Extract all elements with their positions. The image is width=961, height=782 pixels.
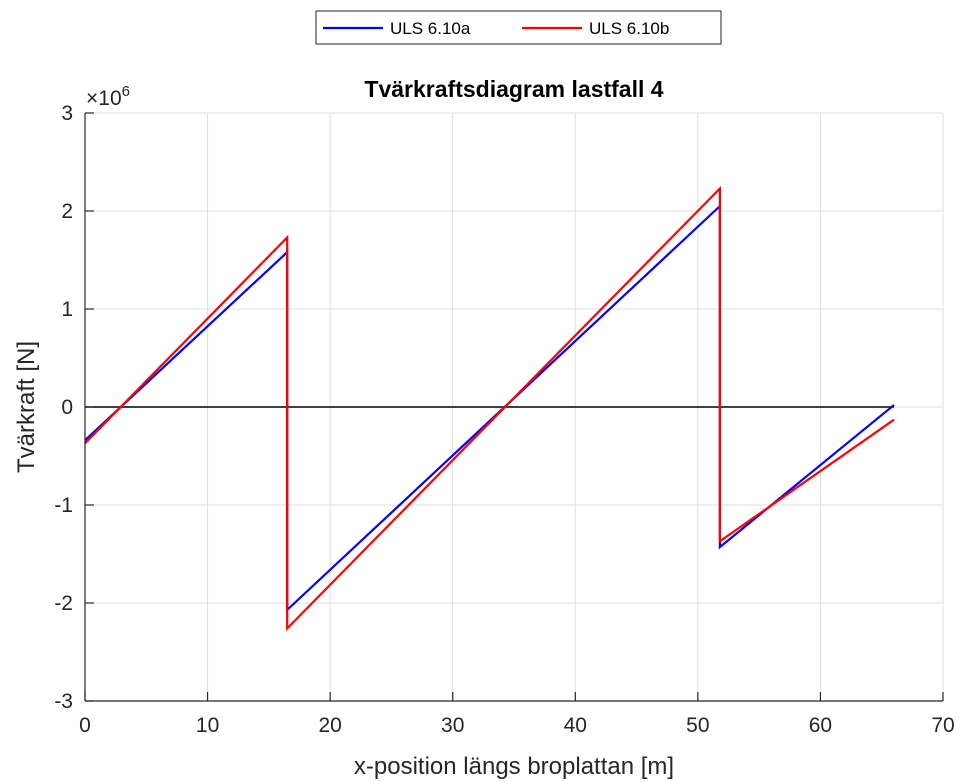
x-tick-label: 0	[79, 714, 91, 737]
y-axis-label: Tvärkraft [N]	[13, 341, 40, 473]
y-tick-label: 1	[61, 298, 73, 321]
legend-box	[315, 10, 722, 45]
y-tick-label: -2	[54, 592, 73, 615]
x-tick-label: 70	[931, 714, 954, 737]
chart-title: Tvärkraftsdiagram lastfall 4	[364, 76, 663, 102]
y-tick-label: 0	[61, 396, 73, 419]
y-tick-label: 2	[61, 200, 73, 223]
y-tick-labels: -3 -2 -1 0 1 2 3	[54, 102, 73, 713]
x-tick-label: 10	[196, 714, 219, 737]
y-tick-label: -3	[54, 690, 73, 713]
x-tick-label: 50	[686, 714, 709, 737]
legend-label-uls-6-10b: ULS 6.10b	[589, 19, 669, 38]
x-tick-label: 40	[564, 714, 587, 737]
x-tick-label: 60	[809, 714, 832, 737]
legend-label-uls-6-10a: ULS 6.10a	[390, 19, 471, 38]
x-tick-labels: 0 10 20 30 40 50 60 70	[79, 714, 955, 737]
x-tick-label: 20	[318, 714, 341, 737]
y-exponent-base: ×10	[86, 87, 122, 110]
y-exponent-label: ×106	[86, 83, 130, 110]
y-tick-label: -1	[54, 494, 73, 517]
y-tick-label: 3	[61, 102, 73, 125]
legend: ULS 6.10a ULS 6.10b	[315, 10, 722, 45]
series-line-uls-6-10b	[84, 185, 895, 632]
y-exponent-power: 6	[122, 83, 130, 100]
x-axis-label: x-position längs broplattan [m]	[354, 753, 674, 780]
axes	[84, 112, 944, 702]
x-tick-label: 30	[441, 714, 464, 737]
series-group	[84, 185, 895, 632]
